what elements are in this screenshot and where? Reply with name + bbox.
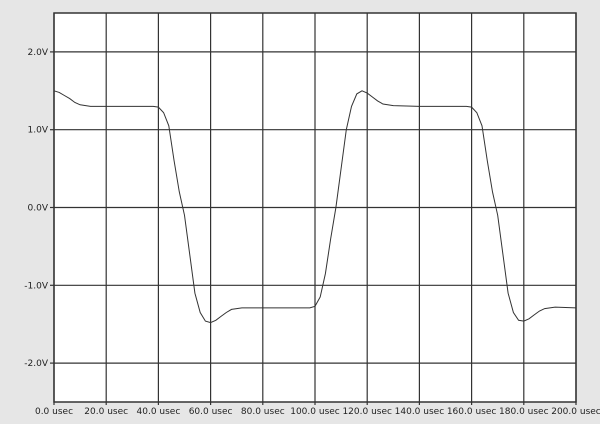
y-tick-label: 0.0V — [28, 204, 49, 214]
x-tick-label: 60.0 usec — [189, 407, 233, 417]
y-tick-label: 2.0V — [28, 48, 49, 58]
x-tick-label: 120.0 usec — [342, 407, 392, 417]
y-tick-label: -1.0V — [24, 281, 49, 291]
x-tick-label: 20.0 usec — [84, 407, 128, 417]
x-tick-label: 200.0 usec — [551, 407, 600, 417]
x-tick-label: 160.0 usec — [447, 407, 497, 417]
x-tick-label: 180.0 usec — [499, 407, 549, 417]
y-tick-label: 1.0V — [28, 126, 49, 136]
x-tick-label: 0.0 usec — [35, 407, 73, 417]
x-axis: 0.0 usec 20.0 usec 40.0 usec 60.0 usec 80.0 … — [35, 407, 600, 417]
waveform-line — [53, 90, 577, 324]
x-tick-label: 80.0 usec — [241, 407, 285, 417]
y-axis: 2.0V 1.0V 0.0V -1.0V -2.0V — [24, 48, 54, 369]
grid — [53, 13, 577, 405]
x-tick-label: 140.0 usec — [395, 407, 445, 417]
x-tick-label: 100.0 usec — [290, 407, 340, 417]
x-tick-label: 40.0 usec — [137, 407, 181, 417]
y-tick-label: -2.0V — [24, 359, 49, 369]
